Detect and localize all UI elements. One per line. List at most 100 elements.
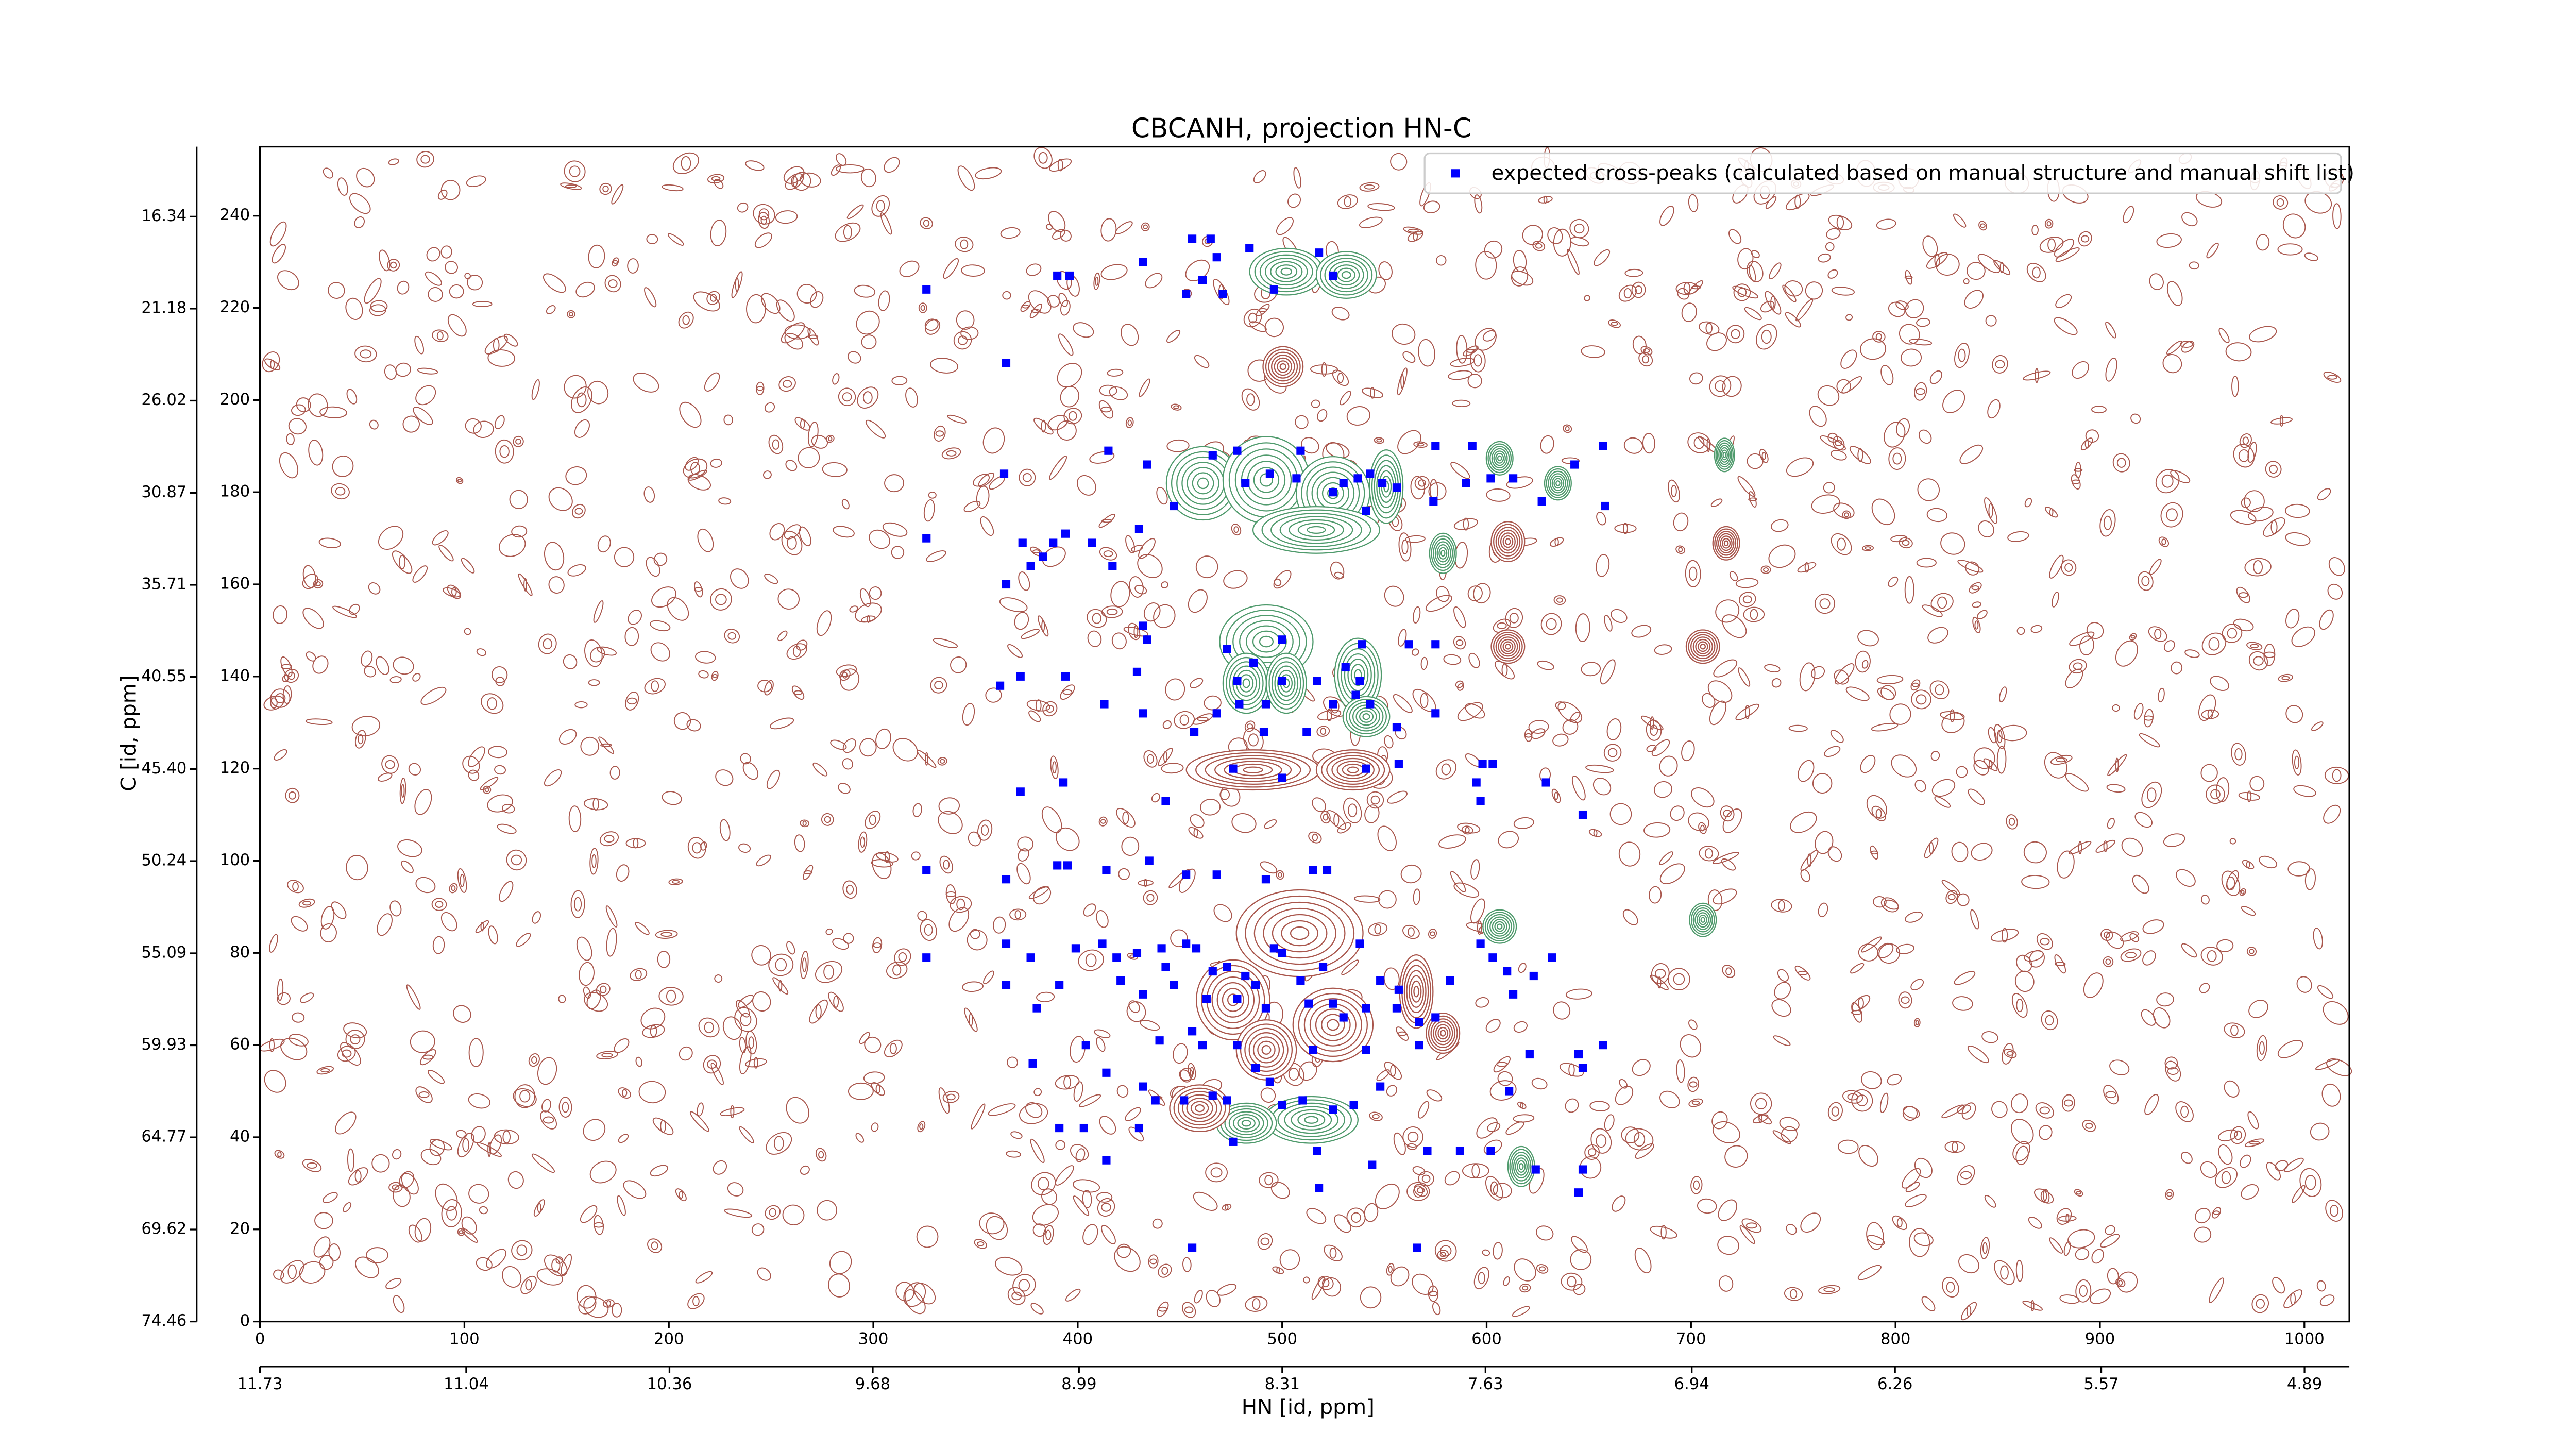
peak-contour [1265,349,1301,384]
noise-contour [364,278,382,304]
noise-contour [2011,1119,2034,1144]
noise-contour [1565,426,1570,431]
peak-contour [1493,450,1506,466]
noise-contour [592,798,599,811]
noise-contour [2049,508,2054,516]
cross-peak-marker [1570,460,1579,469]
peak-contour [1284,1106,1339,1134]
noise-contour [1158,748,1173,766]
noise-contour [1904,275,1913,279]
noise-contour [1651,963,1670,984]
noise-contour [1295,415,1309,429]
noise-contour [1965,561,1980,576]
cross-peak-marker [1578,1064,1587,1072]
peak-contour [1277,1102,1346,1137]
noise-contour [371,1154,390,1173]
noise-contour [872,937,883,953]
peak-contour [1264,258,1308,286]
noise-contour [1756,324,1777,350]
cross-peak-marker [1362,1045,1370,1054]
noise-contour [1676,1059,1685,1083]
peak-contour [1190,1101,1209,1116]
noise-contour [300,992,314,1003]
noise-contour [1188,589,1208,613]
peak-contour [1229,661,1264,705]
noise-contour [2062,1094,2075,1112]
noise-contour [865,419,886,439]
noise-contour [2239,433,2252,448]
noise-contour [410,1030,435,1053]
noise-contour [1689,1081,1698,1088]
noise-contour [1540,613,1562,635]
noise-contour [406,984,421,1010]
noise-contour [1233,526,1239,533]
noise-contour [2112,704,2120,712]
noise-contour [1922,235,1938,257]
noise-contour [2326,1058,2352,1076]
noise-contour [1553,228,1571,257]
noise-contour [857,386,879,409]
noise-contour [660,932,673,937]
noise-contour [1596,554,1610,577]
noise-contour [1317,409,1328,422]
noise-contour [416,150,434,168]
noise-contour [2069,631,2095,646]
noise-contour [1567,249,1580,275]
noise-contour [727,632,737,640]
noise-contour [710,220,727,246]
noise-contour [1118,868,1130,880]
noise-contour [1057,420,1077,441]
cross-peak-marker [1339,1013,1348,1022]
noise-contour [1087,609,1107,628]
noise-contour [2041,1010,2058,1031]
noise-contour [1171,403,1182,411]
noise-contour [1434,1240,1457,1262]
noise-contour [673,712,691,730]
noise-contour [1496,1062,1508,1067]
cross-peak-marker [1329,700,1337,709]
noise-contour [1487,1122,1501,1132]
noise-contour [1876,218,1896,230]
cross-peak-marker [1278,635,1286,644]
noise-contour [1505,1121,1524,1135]
noise-contour [1926,508,1948,523]
cross-peak-marker [1102,1156,1111,1165]
noise-contour [1673,973,1685,985]
noise-contour [730,568,749,589]
noise-contour [884,157,900,173]
noise-contour [2250,644,2259,649]
peak-contour [1403,965,1429,1019]
noise-contour [558,729,577,745]
noise-contour [1413,1185,1423,1198]
peak-contour [1505,538,1511,545]
noise-contour [2061,559,2077,576]
noise-contour [693,291,720,312]
peak-contour [1237,1117,1256,1130]
cross-peak-marker [922,953,931,962]
noise-contour [1623,437,1643,454]
noise-contour [1149,1258,1157,1265]
noise-contour [1571,775,1586,801]
noise-contour [2115,640,2138,667]
noise-contour [1036,991,1055,1003]
peak-contour [1440,550,1446,557]
noise-contour [1699,846,1719,862]
noise-contour [980,824,989,836]
noise-contour [1337,373,1344,383]
y2-tick-label: 69.62 [141,1220,187,1238]
noise-contour [291,404,306,416]
noise-contour [1021,629,1040,639]
noise-contour [1973,760,1989,776]
noise-contour [1988,727,1997,744]
noise-contour [1749,264,1756,282]
peak-contour [1502,535,1514,548]
cross-peak-marker [1233,995,1242,1003]
noise-contour [1359,182,1380,192]
noise-contour [1861,660,1869,669]
noise-contour [925,752,928,766]
noise-contour [2034,1188,2054,1204]
noise-contour [712,673,718,678]
noise-contour [1475,997,1489,1008]
noise-contour [1259,1172,1279,1188]
noise-contour [2256,234,2270,251]
